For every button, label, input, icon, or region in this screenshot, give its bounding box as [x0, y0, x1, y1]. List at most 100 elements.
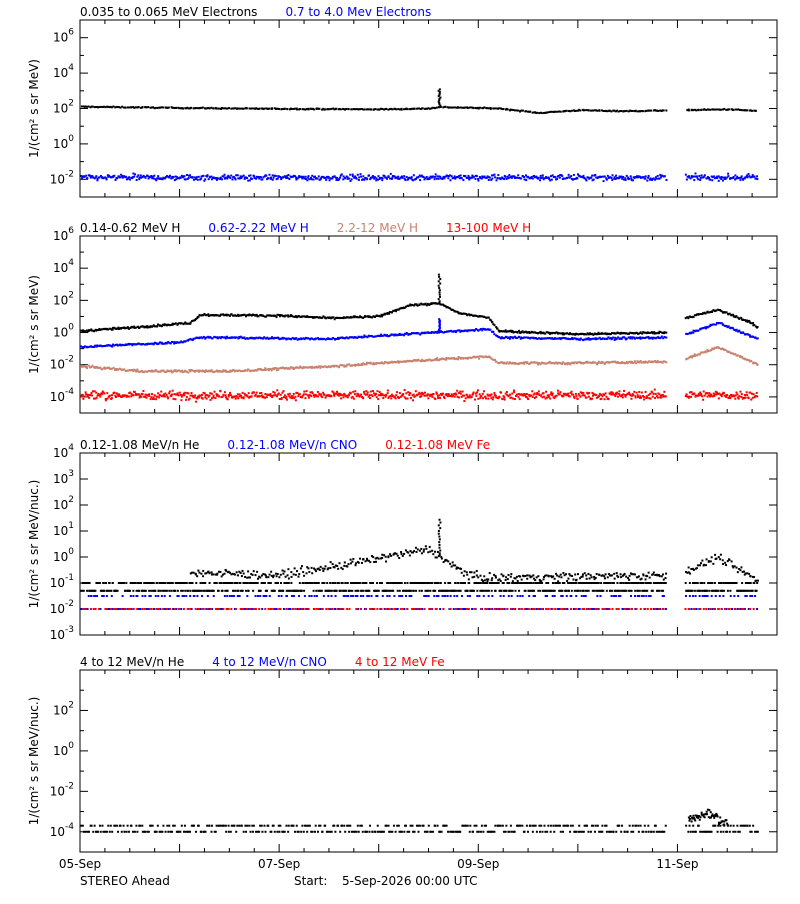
data-point: [538, 390, 540, 392]
data-point: [260, 176, 262, 178]
spike-point: [439, 97, 441, 99]
data-point: [664, 175, 666, 177]
data-point: [637, 396, 639, 398]
data-point: [736, 329, 738, 331]
data-point: [118, 328, 120, 330]
data-point: [467, 107, 469, 109]
data-point: [150, 590, 152, 592]
data-point: [338, 366, 340, 368]
data-point: [245, 590, 247, 592]
data-point: [594, 174, 596, 176]
data-point: [468, 582, 470, 584]
data-point: [660, 397, 662, 399]
data-point: [271, 369, 273, 371]
data-point: [654, 389, 656, 391]
data-point: [632, 394, 634, 396]
data-point: [420, 395, 422, 397]
data-point: [270, 582, 272, 584]
data-point: [340, 590, 342, 592]
data-point: [555, 338, 557, 340]
y-tick-exponent: -4: [65, 387, 74, 397]
data-point: [542, 177, 544, 179]
data-point: [333, 366, 335, 368]
data-point: [316, 178, 318, 180]
y-tick-exponent: 6: [68, 226, 74, 236]
data-point: [213, 395, 215, 397]
data-point: [280, 582, 282, 584]
data-point: [704, 174, 706, 176]
data-point: [115, 396, 117, 398]
data-point: [184, 175, 186, 177]
data-point: [602, 337, 604, 339]
data-point: [538, 582, 540, 584]
data-point: [99, 106, 101, 108]
data-point: [503, 396, 505, 398]
data-point: [740, 396, 742, 398]
data-point: [303, 391, 305, 393]
data-point: [584, 333, 586, 335]
data-point: [243, 396, 245, 398]
data-point: [508, 582, 510, 584]
data-point: [704, 351, 706, 353]
data-point: [156, 582, 158, 584]
plot-frame: [80, 453, 777, 635]
data-point: [568, 174, 570, 176]
data-point: [635, 396, 637, 398]
data-point: [526, 361, 528, 363]
data-point: [525, 590, 527, 592]
data-point: [240, 175, 242, 177]
data-point: [444, 106, 446, 108]
data-point: [400, 396, 402, 398]
data-point: [329, 582, 331, 584]
data-point: [266, 396, 268, 398]
y-axis-label: 1/(cm² s sr MeV): [27, 275, 41, 374]
data-point: [248, 392, 250, 394]
data-point: [756, 364, 758, 366]
data-point: [584, 395, 586, 397]
data-point: [304, 397, 306, 399]
data-point: [208, 395, 210, 397]
data-point: [694, 172, 696, 174]
data-point: [422, 107, 424, 109]
data-point: [463, 400, 465, 402]
data-point: [272, 174, 274, 176]
data-point: [656, 332, 658, 334]
data-point: [385, 394, 387, 396]
y-axis-label: 1/(cm² s sr MeV): [27, 59, 41, 158]
data-point: [222, 590, 224, 592]
data-point: [187, 590, 189, 592]
data-point: [492, 398, 494, 400]
data-point: [746, 109, 748, 111]
data-point: [95, 392, 97, 394]
data-point: [181, 322, 183, 324]
data-point: [482, 582, 484, 584]
data-point: [512, 590, 514, 592]
data-point: [375, 393, 377, 395]
data-point: [716, 108, 718, 110]
data-point: [476, 590, 478, 592]
data-point: [282, 590, 284, 592]
data-point: [359, 173, 361, 175]
data-point: [692, 332, 694, 334]
data-point: [516, 337, 518, 339]
data-point: [597, 338, 599, 340]
data-point: [480, 582, 482, 584]
data-point: [335, 179, 337, 181]
spike-point: [438, 285, 440, 287]
data-point: [579, 109, 581, 111]
data-point: [145, 397, 147, 399]
data-point: [436, 107, 438, 109]
data-point: [312, 582, 314, 584]
data-point: [611, 179, 613, 181]
data-point: [122, 344, 124, 346]
data-point: [192, 176, 194, 178]
data-point: [709, 179, 711, 181]
data-point: [285, 396, 287, 398]
data-point: [432, 107, 434, 109]
data-point: [116, 177, 118, 179]
data-point: [248, 590, 250, 592]
data-point: [148, 393, 150, 395]
data-point: [418, 359, 420, 361]
data-point: [412, 399, 414, 401]
